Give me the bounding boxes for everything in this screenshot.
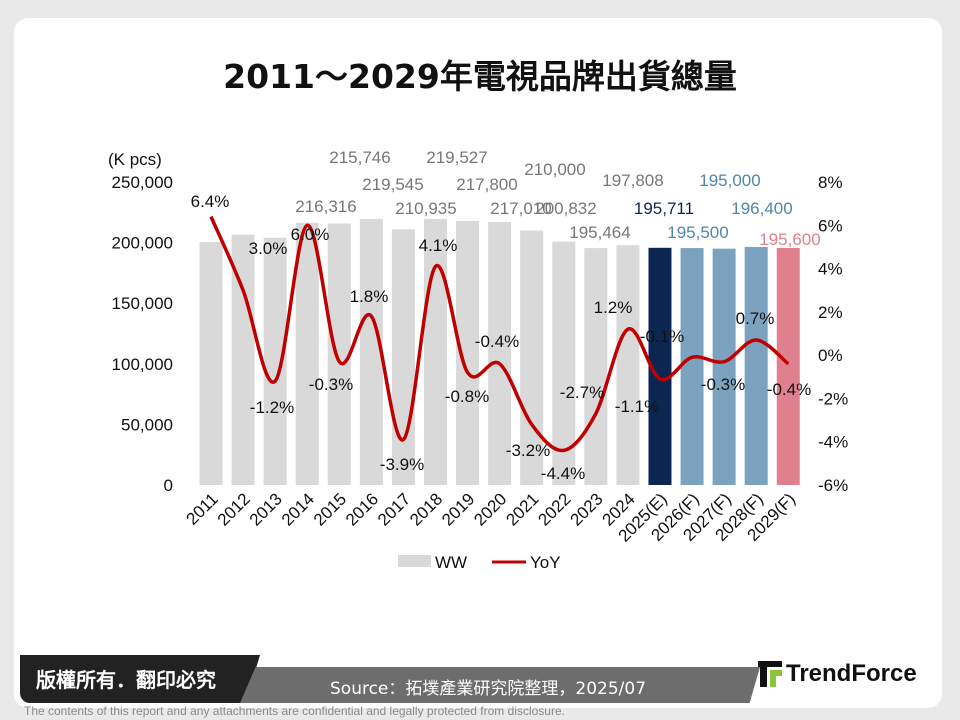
x-tick-label: 2020 bbox=[470, 489, 510, 529]
x-tick-label: 2014 bbox=[278, 489, 318, 529]
logo-text: TrendForce bbox=[786, 660, 917, 687]
bar-value-label: 215,746 bbox=[329, 148, 390, 167]
yoy-value-label: 0.7% bbox=[736, 309, 775, 328]
yoy-value-label: 3.0% bbox=[249, 239, 288, 258]
bar-value-label: 217,800 bbox=[456, 175, 517, 194]
y-tick-label: 250,000 bbox=[112, 173, 173, 192]
y2-tick-label: 8% bbox=[818, 173, 843, 192]
bar-2027(F) bbox=[712, 248, 736, 485]
x-tick-label: 2022 bbox=[534, 489, 574, 529]
x-tick-label: 2012 bbox=[214, 489, 254, 529]
bar-2028(F) bbox=[744, 246, 768, 485]
bar-2022 bbox=[552, 241, 576, 485]
bar-value-label: 196,400 bbox=[731, 199, 792, 218]
x-tick-label: 2016 bbox=[342, 489, 382, 529]
bar-value-label: 195,000 bbox=[699, 171, 760, 190]
legend-ww-swatch bbox=[398, 555, 431, 567]
yoy-value-label: -1.2% bbox=[250, 398, 294, 417]
bar-value-label: 195,464 bbox=[569, 223, 630, 242]
yoy-value-label: -0.3% bbox=[309, 375, 353, 394]
y2-tick-label: 0% bbox=[818, 346, 843, 365]
footer-copyright-band bbox=[20, 655, 260, 703]
bar-value-label: 217,010 bbox=[490, 199, 551, 218]
bar-value-label: 210,000 bbox=[524, 160, 585, 179]
yoy-value-label: -3.2% bbox=[506, 441, 550, 460]
bar-2015 bbox=[327, 223, 351, 485]
yoy-value-label: -0.8% bbox=[445, 387, 489, 406]
legend-yoy-label: YoY bbox=[530, 553, 561, 572]
y2-tick-label: -2% bbox=[818, 389, 848, 408]
yoy-value-label: 6.0% bbox=[291, 225, 330, 244]
y2-tick-label: -6% bbox=[818, 476, 848, 495]
y-tick-label: 50,000 bbox=[121, 415, 173, 434]
trendforce-logo: TrendForce bbox=[758, 660, 917, 688]
bar-2011 bbox=[199, 241, 223, 485]
yoy-value-label: -2.7% bbox=[560, 383, 604, 402]
disclaimer: The contents of this report and any atta… bbox=[24, 704, 565, 718]
y-tick-label: 150,000 bbox=[112, 294, 173, 313]
x-tick-label: 2019 bbox=[438, 489, 478, 529]
yoy-value-label: -0.4% bbox=[767, 380, 811, 399]
y2-tick-label: 4% bbox=[818, 260, 843, 279]
bar-2024 bbox=[616, 245, 640, 485]
bar-value-label: 216,316 bbox=[295, 197, 356, 216]
y-tick-label: 0 bbox=[164, 476, 173, 495]
source-text: Source：拓墣產業研究院整理，2025/07 bbox=[330, 679, 647, 699]
yoy-value-label: -0.3% bbox=[701, 375, 745, 394]
y2-tick-label: -4% bbox=[818, 433, 848, 452]
y2-tick-label: 2% bbox=[818, 303, 843, 322]
yoy-value-label: 1.2% bbox=[594, 298, 633, 317]
y-tick-label: 100,000 bbox=[112, 355, 173, 374]
copyright-text: 版權所有．翻印必究 bbox=[36, 668, 216, 692]
bar-2017 bbox=[391, 229, 415, 485]
legend-ww-label: WW bbox=[435, 553, 467, 572]
bar-2023 bbox=[584, 248, 608, 485]
x-tick-label: 2017 bbox=[374, 489, 414, 529]
bar-2020 bbox=[488, 221, 512, 485]
yoy-line bbox=[209, 215, 790, 453]
bar-2029(F) bbox=[776, 247, 800, 485]
bar-2018 bbox=[423, 218, 447, 485]
bar-2016 bbox=[359, 218, 383, 486]
bar-value-label: 195,500 bbox=[667, 223, 728, 242]
footer-source-band bbox=[240, 667, 760, 703]
bar-2026(F) bbox=[680, 248, 704, 485]
bar-2014 bbox=[295, 222, 319, 485]
yoy-value-label: 4.1% bbox=[419, 236, 458, 255]
y-tick-label: 200,000 bbox=[112, 234, 173, 253]
bar-value-label: 210,935 bbox=[395, 199, 456, 218]
yoy-value-label: -3.9% bbox=[380, 455, 424, 474]
chart-title: 2011～2029年電視品牌出貨總量 bbox=[223, 57, 737, 96]
yoy-value-label: -1.1% bbox=[615, 397, 659, 416]
bar-value-label: 219,545 bbox=[362, 175, 423, 194]
x-tick-label: 2013 bbox=[246, 489, 286, 529]
trendforce-logo-icon bbox=[758, 661, 782, 687]
bar-2019 bbox=[456, 221, 480, 485]
yoy-value-label: -0.4% bbox=[475, 332, 519, 351]
bar-value-label: 200,832 bbox=[535, 199, 596, 218]
bar-2013 bbox=[263, 237, 287, 485]
y2-tick-label: 6% bbox=[818, 216, 843, 235]
yoy-value-label: 1.8% bbox=[350, 287, 389, 306]
yoy-value-label: -0.1% bbox=[640, 327, 684, 346]
bar-value-label: 197,808 bbox=[602, 171, 663, 190]
x-tick-label: 2023 bbox=[566, 489, 606, 529]
yoy-value-label: 6.4% bbox=[191, 192, 230, 211]
bar-2012 bbox=[231, 234, 255, 485]
bar-value-label: 195,711 bbox=[634, 199, 694, 218]
x-tick-label: 2011 bbox=[183, 489, 222, 528]
x-tick-label: 2018 bbox=[406, 489, 446, 529]
y-axis-title: (K pcs) bbox=[108, 150, 162, 169]
bar-2021 bbox=[520, 230, 544, 485]
x-tick-label: 2015 bbox=[310, 489, 350, 529]
x-tick-label: 2021 bbox=[502, 489, 542, 529]
bar-2025(E) bbox=[648, 247, 672, 485]
yoy-value-label: -4.4% bbox=[541, 464, 585, 483]
bar-value-label: 195,600 bbox=[759, 230, 820, 249]
bar-value-label: 219,527 bbox=[426, 148, 487, 167]
